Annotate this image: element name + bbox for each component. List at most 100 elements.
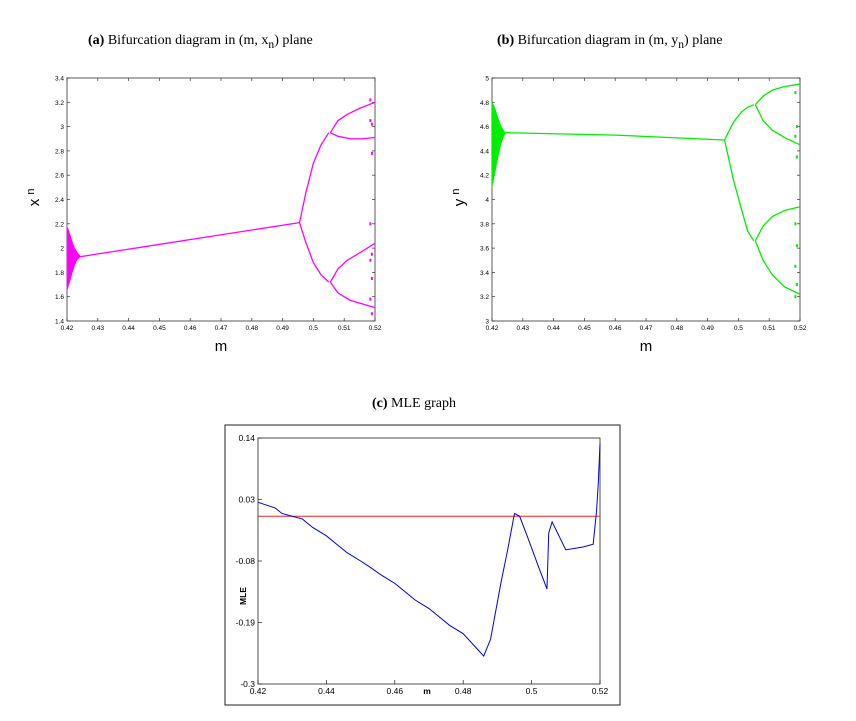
y-tick-label: -0.3	[240, 679, 255, 689]
bifurcation-branch	[298, 222, 330, 283]
scatter-point	[795, 125, 798, 129]
x-tick-label: 0.49	[701, 325, 714, 332]
scatter-point	[794, 134, 797, 138]
y-tick-label: 3.4	[480, 270, 489, 277]
y-axis-label-text: MLE	[238, 587, 248, 605]
caption-c: (c) MLE graph	[372, 396, 456, 412]
plot-frame	[66, 77, 376, 322]
scatter-point	[794, 295, 797, 299]
scatter-point	[369, 222, 372, 226]
bifurcation-chart-yn: 0.42 0.43 0.44 0.45 0.46 0.47 0.48 0.49 0.5 0.51 0…	[450, 76, 807, 356]
y-tick-label: 2.6	[55, 173, 64, 180]
x-tick-label: 0.52	[369, 325, 382, 332]
scatter-point	[369, 297, 372, 301]
y-tick-label: 0.14	[238, 433, 255, 443]
x-axis-label: m	[215, 338, 228, 355]
x-tick-label: 0.48	[245, 325, 258, 332]
y-tick-label: 0.03	[238, 495, 255, 505]
x-tick-label: 0.51	[338, 325, 351, 332]
x-tick-label: 0.5	[526, 686, 538, 696]
y-tick-label: 3.2	[55, 100, 64, 107]
caption-a-end: ) plane	[274, 33, 313, 48]
bifurcation-branch	[329, 101, 376, 134]
scatter-point	[794, 91, 797, 95]
bifurcation-branch	[505, 132, 725, 141]
y-tick-label: 2.2	[55, 221, 64, 228]
x-tick-label: 0.52	[592, 686, 609, 696]
scatter-point	[795, 244, 798, 248]
bifurcation-branch	[329, 281, 376, 309]
y-axis-label: xn	[25, 188, 43, 206]
y-tick-label: 5	[485, 76, 489, 83]
scatter-point	[794, 264, 797, 268]
y-tick-label: 1.6	[55, 294, 64, 301]
caption-c-tag: (c)	[372, 396, 388, 411]
y-tick-label: 2	[60, 246, 64, 253]
bifurcation-branch	[754, 83, 801, 106]
y-axis-label-sub: n	[25, 188, 37, 194]
x-axis-label: m	[640, 338, 653, 355]
y-tick-label: 1.4	[55, 319, 64, 326]
x-tick-label: 0.48	[670, 325, 683, 332]
x-tick-label: 0.46	[184, 325, 197, 332]
bifurcation-branch	[298, 132, 330, 223]
caption-b-sub: n	[678, 37, 685, 51]
x-tick-label: 0.5	[309, 325, 318, 332]
y-tick-label: 3	[485, 319, 489, 326]
y-axis-label-sub: n	[450, 188, 462, 194]
bifurcation-branch	[329, 242, 376, 283]
scatter-point	[794, 222, 797, 226]
plot-frame	[491, 77, 801, 322]
bifurcation-branch	[723, 139, 755, 242]
caption-b-tag: (b)	[497, 33, 515, 48]
scatter-point	[369, 258, 372, 262]
bifurcation-branch	[754, 206, 801, 242]
x-tick-label: 0.5	[734, 325, 743, 332]
x-tick-label: 0.42	[486, 325, 499, 332]
scatter-point	[795, 155, 798, 159]
y-tick-label: 3.2	[480, 294, 489, 301]
y-tick-label: 3.6	[480, 246, 489, 253]
x-tick-label: 0.44	[122, 325, 135, 332]
caption-c-text: MLE graph	[391, 396, 456, 411]
y-tick-label: 1.8	[55, 270, 64, 277]
y-axis-label: MLE	[238, 587, 248, 605]
y-tick-label: 2.8	[55, 148, 64, 155]
y-tick-label: 3	[60, 124, 64, 131]
y-tick-label: 2.4	[55, 197, 64, 204]
caption-a-sub: n	[268, 37, 275, 51]
x-tick-label: 0.42	[61, 325, 74, 332]
scatter-point	[369, 98, 372, 102]
bifurcation-branch	[754, 240, 801, 295]
caption-b-end: ) plane	[684, 33, 723, 48]
y-tick-label: 3.8	[480, 221, 489, 228]
x-tick-label: 0.47	[640, 325, 653, 332]
outer-frame	[224, 424, 621, 706]
y-axis-label-main: y	[451, 198, 468, 206]
mle-series-line	[257, 443, 601, 657]
y-tick-label: -0.08	[236, 556, 256, 566]
y-tick-label: -0.19	[236, 618, 256, 628]
x-tick-label: 0.52	[794, 325, 807, 332]
y-tick-label: 4.8	[480, 100, 489, 107]
x-tick-label: 0.43	[516, 325, 529, 332]
y-tick-label: 4.4	[480, 148, 489, 155]
x-tick-label: 0.46	[387, 686, 404, 696]
caption-b: (b) Bifurcation diagram in (m, yn) plane	[497, 33, 723, 51]
x-tick-label: 0.46	[609, 325, 622, 332]
caption-a: (a) Bifurcation diagram in (m, xn) plane	[88, 33, 313, 51]
caption-b-text: Bifurcation diagram in (m, y	[517, 33, 679, 48]
y-tick-label: 4.6	[480, 124, 489, 131]
y-tick-label: 4	[485, 197, 489, 204]
scatter-point	[370, 276, 373, 280]
bifurcation-branch	[723, 104, 755, 141]
bifurcation-chart-xn: 0.42 0.43 0.44 0.45 0.46 0.47 0.48 0.49 0.5 0.51 0…	[25, 76, 382, 356]
scatter-point	[370, 312, 373, 316]
x-tick-label: 0.51	[763, 325, 776, 332]
mle-chart: 0.42 0.44 0.46 0.48 0.5 0.52 -0.3 -0.19 -0.08 0.0…	[224, 424, 621, 706]
x-tick-label: 0.45	[153, 325, 166, 332]
x-tick-label: 0.43	[91, 325, 104, 332]
x-tick-label: 0.45	[578, 325, 591, 332]
plot-frame	[257, 437, 601, 685]
y-axis-label-main: x	[26, 198, 43, 206]
